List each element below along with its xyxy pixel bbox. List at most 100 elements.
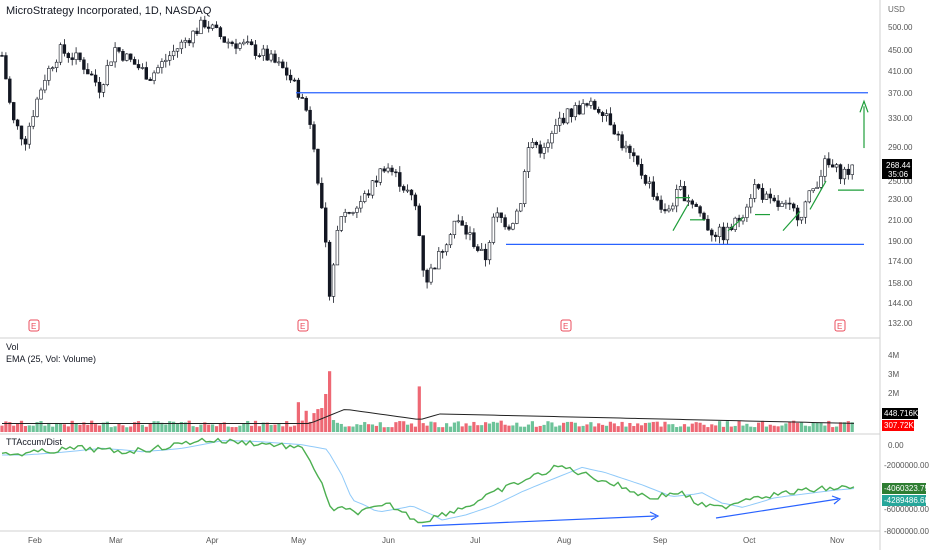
time-tick: Apr (206, 536, 219, 545)
candle-body (0, 55, 4, 57)
volume-bar (487, 423, 492, 432)
volume-bar (581, 425, 585, 432)
candle-body (394, 171, 398, 174)
candle-body (780, 203, 784, 207)
earnings-icon[interactable] (560, 319, 572, 332)
volume-bar (464, 423, 468, 432)
candle-body (803, 201, 808, 218)
volume-bar (359, 424, 363, 432)
volume-bar (78, 424, 82, 432)
volume-bar (694, 422, 698, 432)
candle-body (620, 134, 624, 149)
candle-body (850, 164, 854, 175)
volume-bar (351, 426, 355, 432)
volume-bar (386, 427, 390, 432)
volume-title: Vol (6, 342, 19, 352)
candle-body (565, 108, 570, 124)
volume-bar (27, 425, 31, 432)
candle-body (764, 193, 769, 200)
volume-bar (211, 424, 215, 432)
earnings-icon[interactable] (28, 319, 40, 332)
candle-body (8, 78, 12, 103)
earnings-icon[interactable] (834, 319, 846, 332)
candle-body (526, 147, 531, 172)
volume-bar (476, 425, 480, 432)
candle-body (203, 19, 207, 28)
volume-bar (148, 423, 152, 432)
candle-body (550, 133, 554, 144)
volume-bar (429, 421, 433, 432)
accum-tag (882, 483, 926, 494)
time-tick: May (291, 536, 306, 545)
volume-bar (452, 422, 456, 432)
candle-body (195, 30, 199, 35)
price-tick: 410.00 (888, 67, 913, 76)
price-tick: 210.00 (888, 216, 913, 225)
volume-bar (238, 425, 242, 432)
candle-body (191, 30, 195, 44)
volume-bar (491, 421, 495, 432)
volume-bar (296, 402, 300, 432)
candle-body (827, 158, 831, 166)
candle-body (27, 125, 31, 145)
volume-bar (402, 421, 406, 432)
volume-bar (842, 422, 846, 432)
volume-bar (113, 426, 117, 432)
volume-bar (589, 422, 593, 432)
volume-bar (710, 424, 714, 432)
volume-bar (503, 424, 507, 432)
candle-body (74, 52, 78, 60)
candle-body (86, 69, 90, 75)
volume-bar (616, 426, 620, 432)
candle-body (152, 72, 156, 81)
volume-bar (819, 422, 823, 432)
candle-body (39, 89, 43, 100)
volume-bar (394, 422, 398, 432)
volume-bar (780, 425, 784, 432)
volume-bar (573, 422, 577, 432)
volume-bar (23, 425, 27, 432)
candle-body (398, 172, 402, 187)
candle-body (281, 61, 285, 69)
earnings-label: E (31, 322, 36, 331)
volume-bar (753, 427, 757, 432)
candle-body (678, 185, 683, 190)
candle-body (296, 79, 301, 98)
candle-body (834, 164, 839, 168)
volume-bar (175, 423, 180, 432)
price-tick: 144.00 (888, 299, 913, 308)
candle-body (405, 189, 410, 192)
volume-bar (269, 425, 273, 432)
candle-body (417, 205, 421, 236)
volume-bar (526, 424, 531, 432)
volume-bar (807, 426, 811, 432)
candle-body (359, 201, 363, 209)
volume-bar (546, 421, 550, 432)
candle-body (413, 194, 418, 207)
target-arrow-head (859, 99, 869, 113)
candle-body (246, 41, 250, 44)
candle-body (47, 67, 51, 81)
candle-body (589, 100, 593, 106)
volume-bars (0, 371, 855, 432)
volume-bar (733, 425, 737, 432)
earnings-icon[interactable] (297, 319, 309, 332)
volume-bar (164, 424, 168, 432)
accum-signal-value: -4289486.68 (884, 496, 929, 505)
candle-body (277, 61, 281, 64)
candle-body (659, 199, 663, 210)
bar-countdown: 35:06 (888, 170, 909, 179)
volume-bar (706, 427, 710, 432)
volume-bar (569, 421, 573, 432)
candle-body (136, 64, 141, 69)
candle-body (179, 41, 184, 50)
volume-bar (448, 426, 453, 432)
candle-body (472, 232, 476, 247)
volume-ema-tag (882, 408, 918, 419)
candle-body (706, 218, 710, 231)
volume-bar (374, 425, 378, 432)
volume-bar (378, 422, 382, 432)
candle-body (569, 108, 574, 118)
volume-bar (729, 426, 733, 432)
